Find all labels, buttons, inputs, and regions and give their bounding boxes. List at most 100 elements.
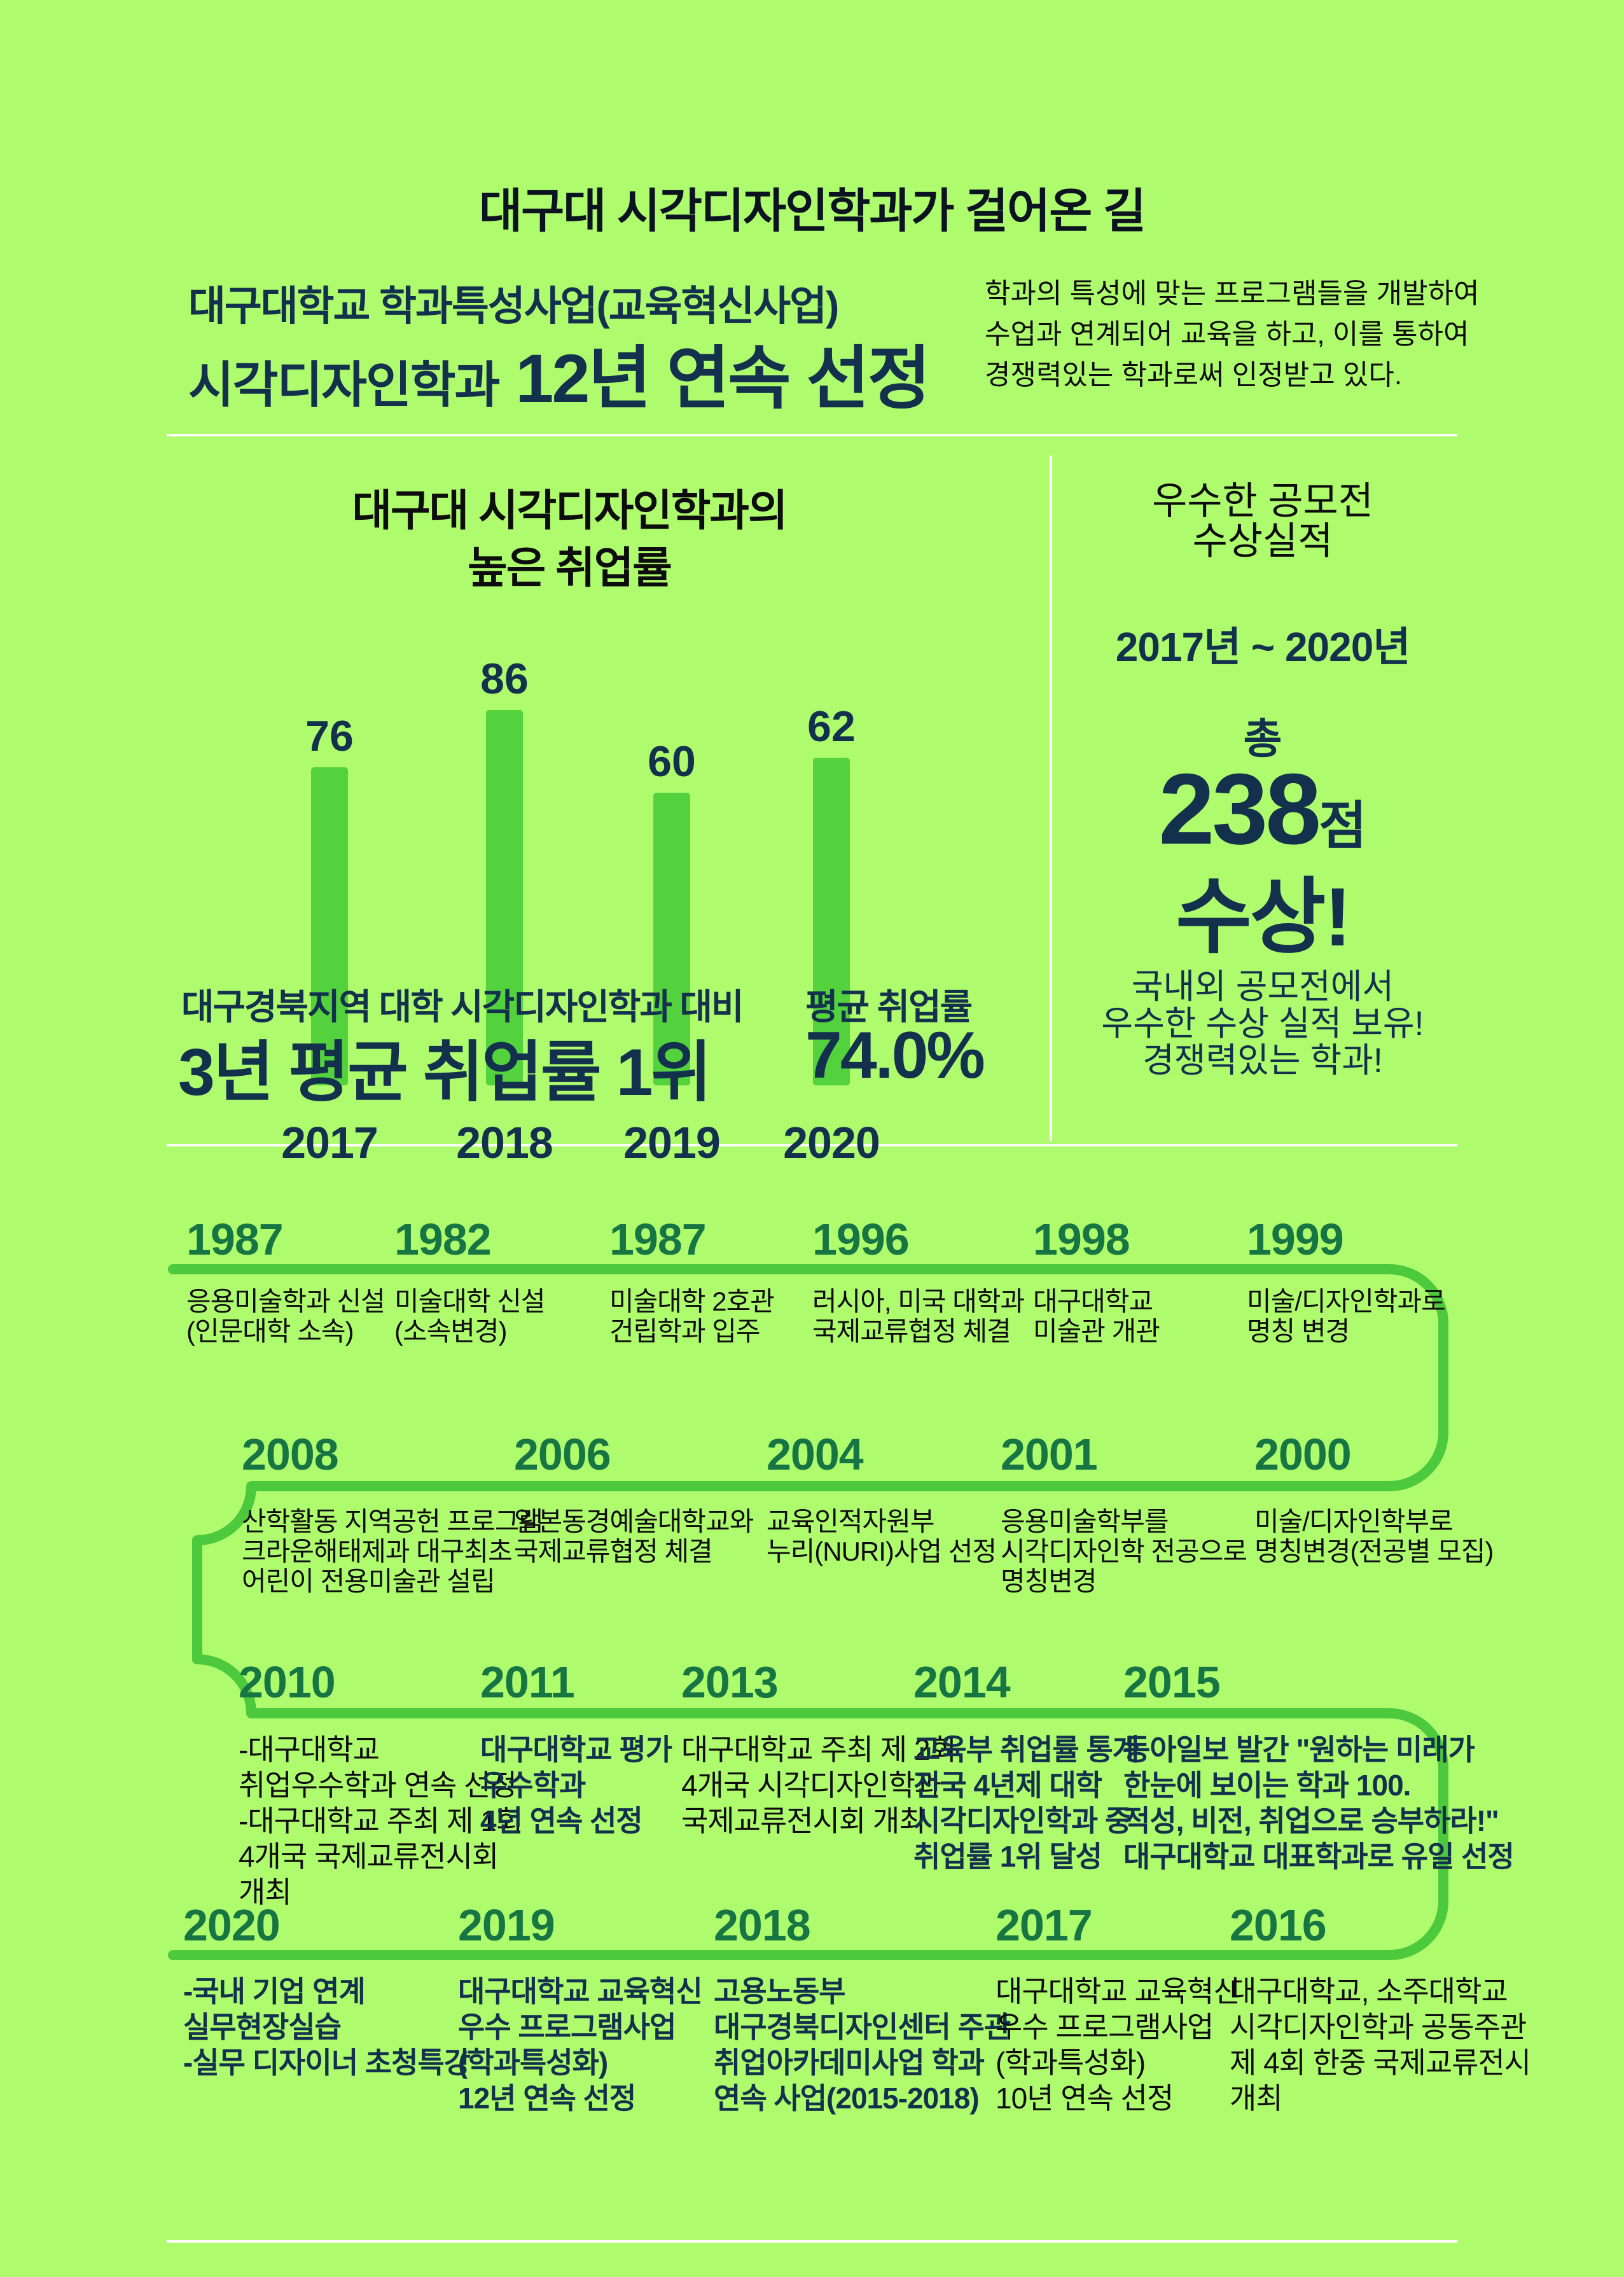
program-heading: 대구대학교 학과특성사업(교육혁신사업) [188,283,839,329]
timeline-desc-2019: 대구대학교 교육혁신 우수 프로그램사업 (학과특성화) 12년 연속 선정 [458,1974,703,2116]
awards-footer-line: 경쟁력있는 학과! [1142,1041,1383,1080]
timeline-desc-line: 우수 프로그램사업 [996,2010,1214,2044]
bar-value-2017: 76 [305,712,354,760]
timeline-desc-line: 개최 [1230,2082,1283,2115]
employment-chart-title-line: 대구대 시각디자인학과의 [352,487,788,535]
timeline-year-1999: 1999 [1247,1215,1344,1264]
timeline-desc-1999: 미술/디자인학과로 명칭 변경 [1247,1286,1446,1346]
timeline-year-2017: 2017 [996,1900,1093,1950]
bar-2017 [311,767,348,1085]
timeline-desc-line: 전국 4년제 대학 [913,1769,1102,1802]
timeline-year-2020: 2020 [183,1900,281,1950]
timeline-desc-line: 적성, 비전, 취업으로 승부하라!" [1123,1804,1499,1837]
timeline-desc-2010: -대구대학교 취업우수학과 연속 선정 -대구대학교 주최 제 1회 4개국 국제교류… [239,1732,523,1910]
timeline-desc-line: 동아일보 발간 "원하는 미래가 [1123,1733,1475,1766]
timeline-desc-line: 고용노동부 [714,1975,846,2008]
timeline-desc-line: 연속 사업(2015-2018) [714,2082,980,2115]
timeline-desc-line: 대구대학교 주최 제 2회 [681,1733,957,1766]
awards-footer: 국내외 공모전에서 우수한 수상 실적 보유! 경쟁력있는 학과! [1050,968,1476,1079]
awards-footer-line: 국내외 공모전에서 [1131,968,1394,1006]
timeline-desc-2000: 미술/디자인학부로 명칭변경(전공별 모집) [1254,1507,1494,1566]
timeline-desc-line: (학과특성화) [458,2046,608,2079]
timeline-desc-2014: 교육부 취업률 통계 전국 4년제 대학 시각디자인학과 중 취업률 1위 달성 [913,1732,1139,1874]
timeline-desc-2016: 대구대학교, 소주대학교 시각디자인학과 공동주관 제 4회 한중 국제교류전시 개최 [1230,1974,1531,2116]
timeline-desc-line: 실무현장실습 [183,2010,342,2044]
awards-title: 우수한 공모전 수상실적 [1050,481,1476,561]
bar-value-2019: 60 [648,737,696,786]
program-subheading-prefix: 시각디자인학과 [188,357,500,413]
intro-line: 학과의 특성에 맞는 프로그램들을 개발하여 [985,278,1480,309]
bar-2019 [653,793,690,1085]
awards-score-unit: 점 [1319,797,1367,855]
timeline-desc-2011: 대구대학교 평가 우수학과 4년 연속 선정 [480,1732,672,1839]
timeline-year-2013: 2013 [681,1657,779,1707]
timeline-desc-line: 시각디자인학과 공동주관 [1230,2010,1527,2044]
awards-score-number: 238 [1158,753,1321,865]
stats-big-left: 3년 평균 취업률 1위 [178,1036,712,1110]
timeline-desc-2018: 고용노동부 대구경북디자인센터 주관 취업아카데미사업 학과 연속 사업(2015-2… [714,1974,1011,2116]
divider-middle [167,1144,1457,1146]
timeline-desc-line: 한눈에 보이는 학과 100. [1123,1769,1411,1802]
timeline-desc-line: 크라운해태제과 대구최초 [242,1536,513,1566]
intro-line: 경쟁력있는 학과로써 인정받고 있다. [985,359,1403,391]
awards-title-line: 우수한 공모전 [1152,480,1373,522]
awards-title-line: 수상실적 [1192,520,1333,562]
timeline-year-1987: 1987 [186,1215,284,1264]
timeline-desc-line: 대구경북디자인센터 주관 [714,2010,1011,2044]
timeline-year-2011: 2011 [480,1657,575,1707]
timeline-desc-line: 대구대학교 [1033,1286,1153,1316]
timeline-year-2004: 2004 [767,1430,864,1479]
divider-top [167,434,1457,436]
timeline-year-1987: 1987 [609,1215,707,1264]
timeline-desc-1987: 미술대학 2호관 건립학과 입주 [609,1286,775,1346]
timeline-desc-line: 4년 연속 선정 [480,1804,643,1837]
page-title: 대구대 시각디자인학과가 걸어온 길 [479,185,1146,237]
timeline-desc-line: -실무 디자이너 초청특강 [183,2046,471,2079]
timeline-desc-line: 건립학과 입주 [609,1316,761,1346]
timeline-desc-2001: 응용미술학부를 시각디자인학 전공으로 명칭변경 [1001,1507,1247,1596]
timeline-desc-line: 대구대학교 평가 [480,1733,672,1766]
timeline-year-1998: 1998 [1033,1215,1130,1264]
timeline-desc-line: 미술대학 2호관 [609,1286,775,1316]
timeline-desc-line: 명칭변경(전공별 모집) [1254,1536,1494,1566]
timeline-year-2015: 2015 [1123,1657,1221,1707]
awards-period: 2017년 ~ 2020년 [1115,624,1410,670]
timeline-desc-line: 산학활동 지역공헌 프로그램 [242,1507,543,1536]
timeline-desc-line: 응용미술학부를 [1001,1507,1169,1536]
timeline-year-2018: 2018 [714,1900,811,1950]
timeline-desc-line: 취업우수학과 연속 선정 [239,1769,517,1802]
timeline-desc-line: 개최 [239,1876,292,1909]
stats-big-right: 74.0% [805,1019,985,1092]
timeline-year-2006: 2006 [514,1430,611,1479]
timeline-desc-2017: 대구대학교 교육혁신 우수 프로그램사업 (학과특성화) 10년 연속 선정 [996,1974,1240,2116]
timeline-desc-line: 10년 연속 선정 [996,2082,1174,2115]
bar-2020 [813,758,850,1085]
timeline-desc-line: 4개국 시각디자인학과 [681,1769,941,1802]
timeline-desc-line: 어린이 전용미술관 설립 [242,1566,496,1596]
timeline-desc-2020: -국내 기업 연계 실무현장실습 -실무 디자이너 초청특강 [183,1974,471,2080]
bar-year-2019: 2019 [623,1118,721,1167]
timeline-desc-line: 일본동경예술대학교와 [514,1507,754,1536]
program-subheading-emphasis: 12년 연속 선정 [515,340,931,417]
timeline-desc-line: 러시아, 미국 대학과 [812,1286,1025,1316]
timeline-desc-line: 시각디자인학 전공으로 [1001,1536,1247,1566]
bar-value-2020: 62 [807,702,856,751]
timeline-desc-line: -대구대학교 [239,1733,380,1766]
timeline-desc-2015: 동아일보 발간 "원하는 미래가 한눈에 보이는 학과 100. 적성, 비전, 취… [1123,1732,1515,1874]
timeline-desc-line: 시각디자인학과 중 [913,1804,1132,1837]
bar-year-2018: 2018 [456,1118,553,1167]
timeline-year-2000: 2000 [1254,1430,1352,1479]
timeline-desc-2006: 일본동경예술대학교와 국제교류협정 체결 [514,1507,754,1566]
timeline-desc-1982: 미술대학 신설 (소속변경) [394,1286,546,1346]
timeline-desc-1998: 대구대학교 미술관 개관 [1033,1286,1160,1346]
timeline-desc-line: 교육부 취업률 통계 [913,1733,1139,1766]
timeline-year-1982: 1982 [394,1215,492,1264]
awards-award-word: 수상! [1176,870,1352,963]
timeline-year-1996: 1996 [812,1215,910,1264]
stats-caption-right: 평균 취업률 [805,987,973,1027]
timeline-desc-line: 미술/디자인학부로 [1254,1507,1454,1536]
timeline-desc-line: 4개국 국제교류전시회 [239,1840,499,1873]
intro-paragraph: 학과의 특성에 맞는 프로그램들을 개발하여 수업과 연계되어 교육을 하고, … [985,274,1480,396]
timeline-desc-line: 교육인적자원부 [767,1507,934,1536]
